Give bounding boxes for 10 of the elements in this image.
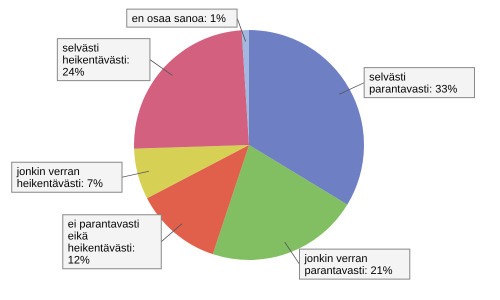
slice-label: selvästi heikentävästi: 24% (62, 42, 130, 79)
slice-label: selvästi parantavasti: 33% (369, 72, 458, 96)
pie-slice (134, 30, 249, 149)
pie-slice (134, 145, 249, 198)
slice-label: jonkin verran parantavasti: 21% (303, 253, 393, 278)
pie-slice (147, 145, 249, 254)
pie-slice (249, 30, 364, 205)
slice-label: jonkin verran heikentävästi: 7% (16, 166, 104, 190)
slice-label: en osaa sanoa: 1% (132, 13, 226, 26)
slice-label: ei parantavasti eikä heikentävästi: 12% (68, 218, 140, 267)
